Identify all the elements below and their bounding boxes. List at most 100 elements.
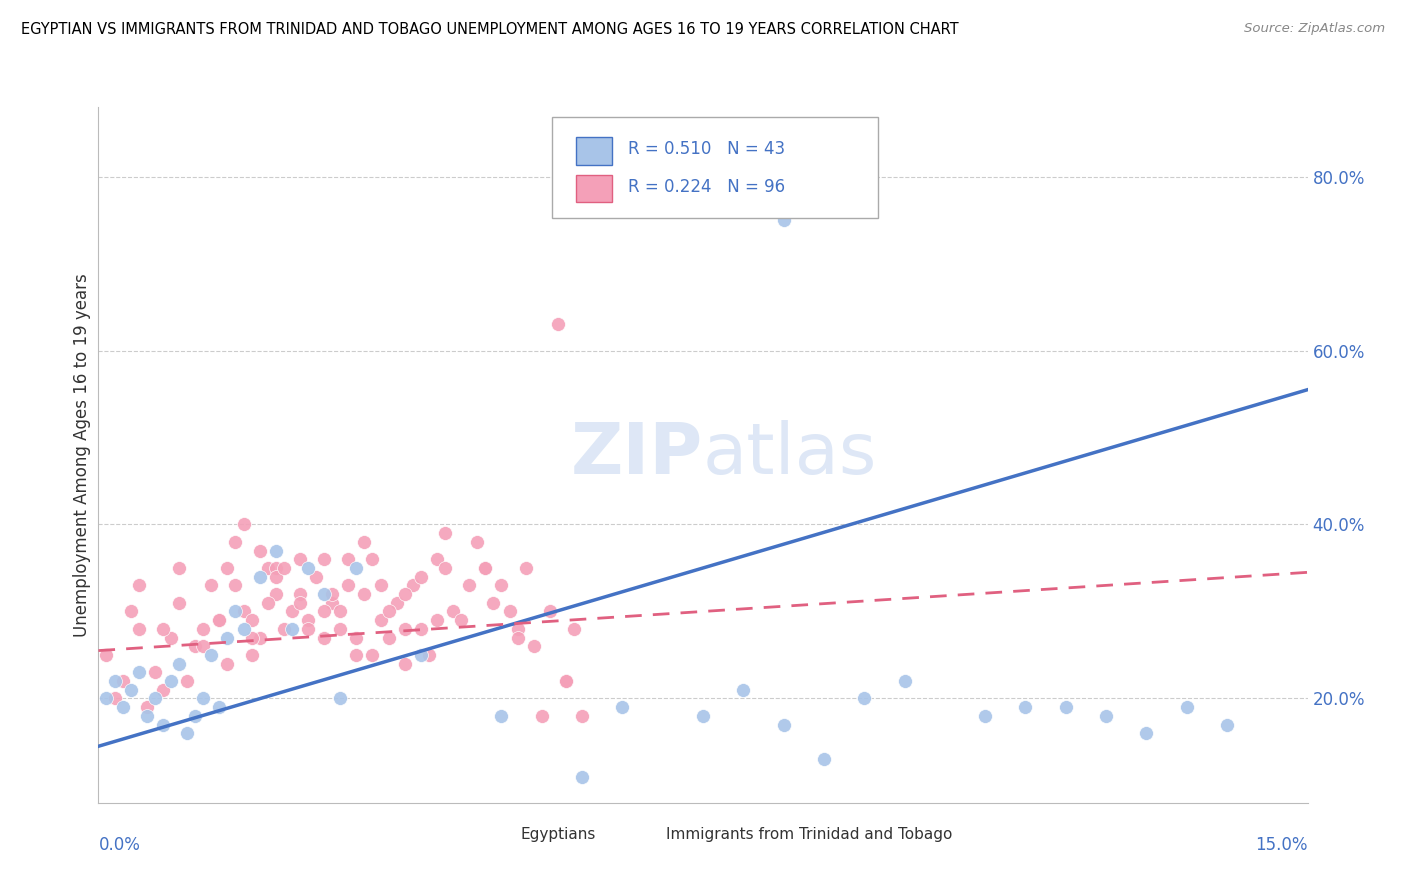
Point [297, 622, 319, 636]
Point [217, 657, 239, 671]
Point [200, 648, 222, 662]
Point [111, 700, 134, 714]
Point [1095, 708, 1118, 723]
Point [409, 622, 432, 636]
Point [273, 561, 295, 575]
Point [208, 613, 231, 627]
Point [385, 596, 408, 610]
Point [143, 665, 166, 680]
Point [465, 534, 488, 549]
Point [547, 318, 569, 332]
Point [120, 682, 142, 697]
Point [418, 648, 440, 662]
Point [232, 517, 254, 532]
Point [538, 605, 561, 619]
Point [240, 648, 263, 662]
Point [1014, 700, 1036, 714]
Point [120, 605, 142, 619]
Point [184, 708, 207, 723]
Point [498, 605, 520, 619]
Point [160, 631, 183, 645]
Point [353, 587, 375, 601]
Point [249, 543, 271, 558]
Text: 0.0%: 0.0% [98, 836, 141, 854]
Point [353, 534, 375, 549]
Point [506, 622, 529, 636]
Point [249, 631, 271, 645]
Text: Source: ZipAtlas.com: Source: ZipAtlas.com [1244, 22, 1385, 36]
Point [974, 708, 997, 723]
Point [288, 552, 311, 566]
Point [370, 613, 392, 627]
Point [264, 561, 287, 575]
Point [555, 674, 578, 689]
Text: Immigrants from Trinidad and Tobago: Immigrants from Trinidad and Tobago [665, 827, 952, 842]
Point [506, 631, 529, 645]
Point [208, 613, 231, 627]
Point [329, 691, 352, 706]
Point [555, 674, 578, 689]
Point [571, 770, 593, 784]
Point [152, 622, 174, 636]
Point [176, 674, 198, 689]
Point [128, 622, 150, 636]
Point [103, 674, 125, 689]
Point [96, 691, 118, 706]
Point [1054, 700, 1077, 714]
Point [321, 587, 343, 601]
Point [1175, 700, 1198, 714]
Point [344, 631, 367, 645]
Point [224, 578, 246, 592]
Point [434, 526, 457, 541]
Point [530, 708, 553, 723]
Point [264, 587, 287, 601]
Point [491, 578, 513, 592]
Point [474, 561, 496, 575]
Point [232, 622, 254, 636]
Point [562, 622, 585, 636]
Point [264, 570, 287, 584]
Point [377, 605, 399, 619]
Point [491, 708, 513, 723]
Point [337, 552, 360, 566]
Point [321, 596, 343, 610]
Point [314, 587, 336, 601]
Point [281, 605, 304, 619]
Point [458, 578, 481, 592]
Point [152, 717, 174, 731]
FancyBboxPatch shape [576, 175, 613, 202]
FancyBboxPatch shape [576, 137, 613, 165]
Point [314, 631, 336, 645]
Point [297, 561, 319, 575]
Point [402, 578, 425, 592]
Point [103, 691, 125, 706]
Point [200, 578, 222, 592]
Point [394, 587, 416, 601]
Point [1216, 717, 1239, 731]
Text: R = 0.224   N = 96: R = 0.224 N = 96 [628, 178, 785, 196]
Point [515, 561, 537, 575]
Point [160, 674, 183, 689]
Point [240, 613, 263, 627]
Point [692, 708, 714, 723]
Point [377, 631, 399, 645]
Point [426, 552, 449, 566]
Point [772, 717, 794, 731]
Point [361, 552, 384, 566]
Point [893, 674, 915, 689]
Point [240, 631, 263, 645]
FancyBboxPatch shape [553, 118, 879, 219]
Point [474, 561, 496, 575]
Point [409, 570, 432, 584]
Point [813, 752, 835, 766]
Point [571, 708, 593, 723]
Point [96, 648, 118, 662]
Point [217, 561, 239, 575]
Point [224, 534, 246, 549]
Point [733, 682, 755, 697]
Point [314, 552, 336, 566]
Point [167, 657, 190, 671]
Point [152, 682, 174, 697]
Point [288, 587, 311, 601]
Point [288, 596, 311, 610]
